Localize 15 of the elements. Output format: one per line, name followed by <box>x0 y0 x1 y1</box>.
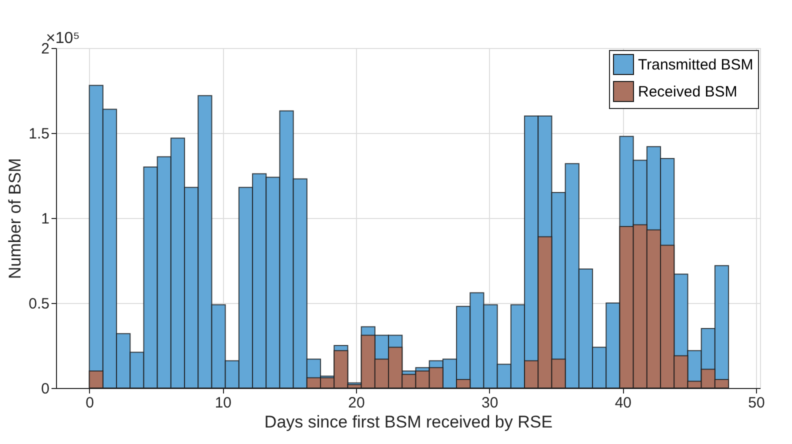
y-tick-label: 2 <box>41 40 50 58</box>
x-tick-label: 0 <box>86 394 94 412</box>
x-tick-label: 50 <box>748 394 765 412</box>
x-tick-label: 40 <box>614 394 632 412</box>
y-axis-title: Number of BSM <box>6 158 25 279</box>
y-tick-label: 0 <box>41 380 50 398</box>
legend-label: Received BSM <box>638 84 738 100</box>
y-tick-label: 1 <box>41 210 50 228</box>
legend-label: Transmitted BSM <box>638 56 754 74</box>
y-tick-label: 1.5 <box>28 126 50 142</box>
x-tick-label: 20 <box>348 394 365 412</box>
x-axis-title: Days since first BSM received by RSE <box>264 412 553 432</box>
x-tick-label: 10 <box>214 394 232 412</box>
y-tick-label: 0.5 <box>28 296 50 312</box>
x-tick-label: 30 <box>481 394 498 412</box>
